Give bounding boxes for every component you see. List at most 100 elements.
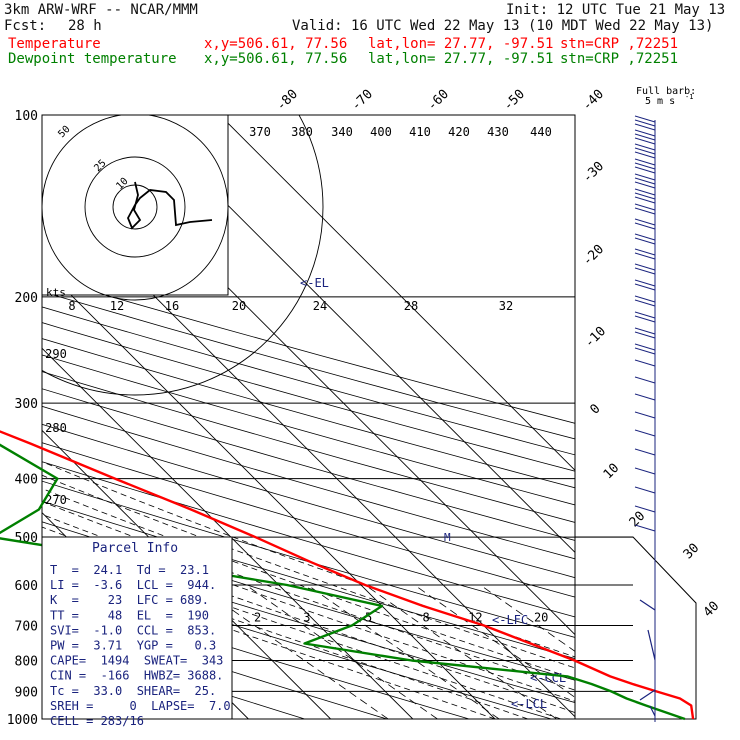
wind-barb <box>634 279 656 287</box>
wind-barb <box>634 188 656 196</box>
isotherm-line <box>219 115 575 471</box>
pressure-label-600: 600 <box>15 579 38 594</box>
mixing-ratio-label-2: 2 <box>254 610 261 624</box>
dry-adiabat-line <box>42 306 575 456</box>
wind-barb <box>634 331 656 339</box>
lfc-marker: <-LFC <box>492 613 528 627</box>
wind-barb <box>634 524 656 532</box>
wind-barb <box>647 629 656 661</box>
wind-barb <box>634 295 656 303</box>
wind-barb <box>649 705 656 717</box>
mixing-ratio-label-8: 8 <box>422 610 429 624</box>
wind-barb <box>634 173 656 181</box>
pressure-label-800: 800 <box>15 654 38 669</box>
speed-tick-28: 28 <box>404 299 418 313</box>
dry-adiabat-line <box>42 322 575 472</box>
header-model: 3km ARW-WRF -- NCAR/MMM <box>4 2 198 18</box>
theta-label-420: 420 <box>448 125 470 139</box>
dry-adiabat-line <box>42 461 575 618</box>
dry-adiabat-line <box>42 564 552 719</box>
parcel-info-row: LI = -3.6 LCL = 944. <box>50 578 216 592</box>
wind-barb <box>634 448 656 456</box>
pressure-label-700: 700 <box>15 619 38 634</box>
dry-adiabat-line <box>42 442 575 598</box>
isotherm-label--60: -60 <box>425 87 452 114</box>
wind-barb <box>634 343 656 351</box>
pressure-label-400: 400 <box>15 473 38 488</box>
dry-adiabat-line <box>42 354 575 506</box>
isotherm-label-30: 30 <box>681 541 703 563</box>
temperature-latlon: lat,lon= 27.77, -97.51 <box>368 36 554 52</box>
theta-left-label-270: 270 <box>45 493 67 507</box>
wind-barb <box>634 486 656 494</box>
barb-legend-value: 5 m s <box>645 96 675 107</box>
wind-barb <box>634 467 656 475</box>
m-marker: M <box>444 531 451 544</box>
header-fcst-hours: 28 h <box>68 18 102 34</box>
dry-adiabat-line <box>42 610 388 719</box>
pressure-label-300: 300 <box>15 397 38 412</box>
parcel-info-row: Tc = 33.0 SHEAR= 25. <box>50 684 216 698</box>
isotherm-line <box>137 115 575 554</box>
mixing-ratio-line <box>479 584 575 652</box>
hodo-ring-25 <box>42 115 229 301</box>
dry-adiabat-line <box>42 276 575 424</box>
wind-barb <box>634 222 656 230</box>
theta-label-340: 340 <box>331 125 353 139</box>
wind-barb <box>634 166 656 174</box>
speed-axis-label: kts <box>46 286 66 299</box>
wind-barb <box>639 689 656 701</box>
isotherm-label-20: 20 <box>627 509 649 531</box>
isotherm-label--80: -80 <box>274 87 301 114</box>
theta-label-410: 410 <box>409 125 431 139</box>
parcel-info-row: CIN = -166 HWBZ= 3688. <box>50 669 223 683</box>
wind-barb <box>634 123 656 131</box>
temperature-xy: x,y=506.61, 77.56 <box>204 36 348 52</box>
parcel-info-panel: Parcel Info T = 24.1 Td = 23.1LI = -3.6 L… <box>41 536 233 728</box>
moist-adiabat-line <box>42 474 575 669</box>
isotherm-label--30: -30 <box>580 159 607 186</box>
wind-barb <box>634 162 656 170</box>
isotherm-label--10: -10 <box>582 324 609 351</box>
parcel-info-row: PW = 3.71 YGP = 0.3 <box>50 639 216 653</box>
parcel-info-row: SREH = 0 LAPSE= 7.0 <box>50 699 231 713</box>
theta-label-440: 440 <box>530 125 552 139</box>
speed-tick-16: 16 <box>165 299 179 313</box>
isotherm-label--20: -20 <box>580 242 607 269</box>
speed-tick-32: 32 <box>499 299 513 313</box>
wind-barb <box>634 192 656 200</box>
mixing-ratio-label-3: 3 <box>303 610 310 624</box>
mixing-ratio-label-5: 5 <box>365 610 372 624</box>
wind-barb <box>634 376 656 384</box>
moist-adiabat-line <box>42 488 575 680</box>
dry-adiabat-line <box>42 500 575 659</box>
theta-label-380: 380 <box>291 125 313 139</box>
dewpoint-xy: x,y=506.61, 77.56 <box>204 51 348 67</box>
wind-barb <box>634 133 656 141</box>
speed-tick-24: 24 <box>313 299 327 313</box>
wind-barb <box>634 347 656 355</box>
wind-barb <box>634 129 656 137</box>
isotherm-label--50: -50 <box>501 87 528 114</box>
hodo-ring-15 <box>84 156 186 258</box>
pressure-label-100: 100 <box>15 109 38 124</box>
isotherm-label-0: 0 <box>587 401 603 417</box>
parcel-info-row: CAPE= 1494 SWEAT= 343 <box>50 654 223 668</box>
dewpoint-stn: stn=CRP ,72251 <box>560 51 679 67</box>
wind-barb <box>634 115 656 123</box>
wind-barb <box>634 429 656 437</box>
wind-barb <box>634 181 656 189</box>
dry-adiabat-line <box>42 423 575 579</box>
wind-barb <box>634 207 656 215</box>
header-valid: Valid: 16 UTC Wed 22 May 13 (10 MDT Wed … <box>292 18 714 34</box>
pressure-label-200: 200 <box>15 291 38 306</box>
wind-barb <box>634 327 656 335</box>
parcel-info-box <box>41 536 233 720</box>
wind-barb <box>639 599 656 611</box>
wind-barb <box>634 393 656 401</box>
wind-barb <box>634 252 656 260</box>
wind-barb <box>634 147 656 155</box>
wind-barb <box>634 137 656 145</box>
